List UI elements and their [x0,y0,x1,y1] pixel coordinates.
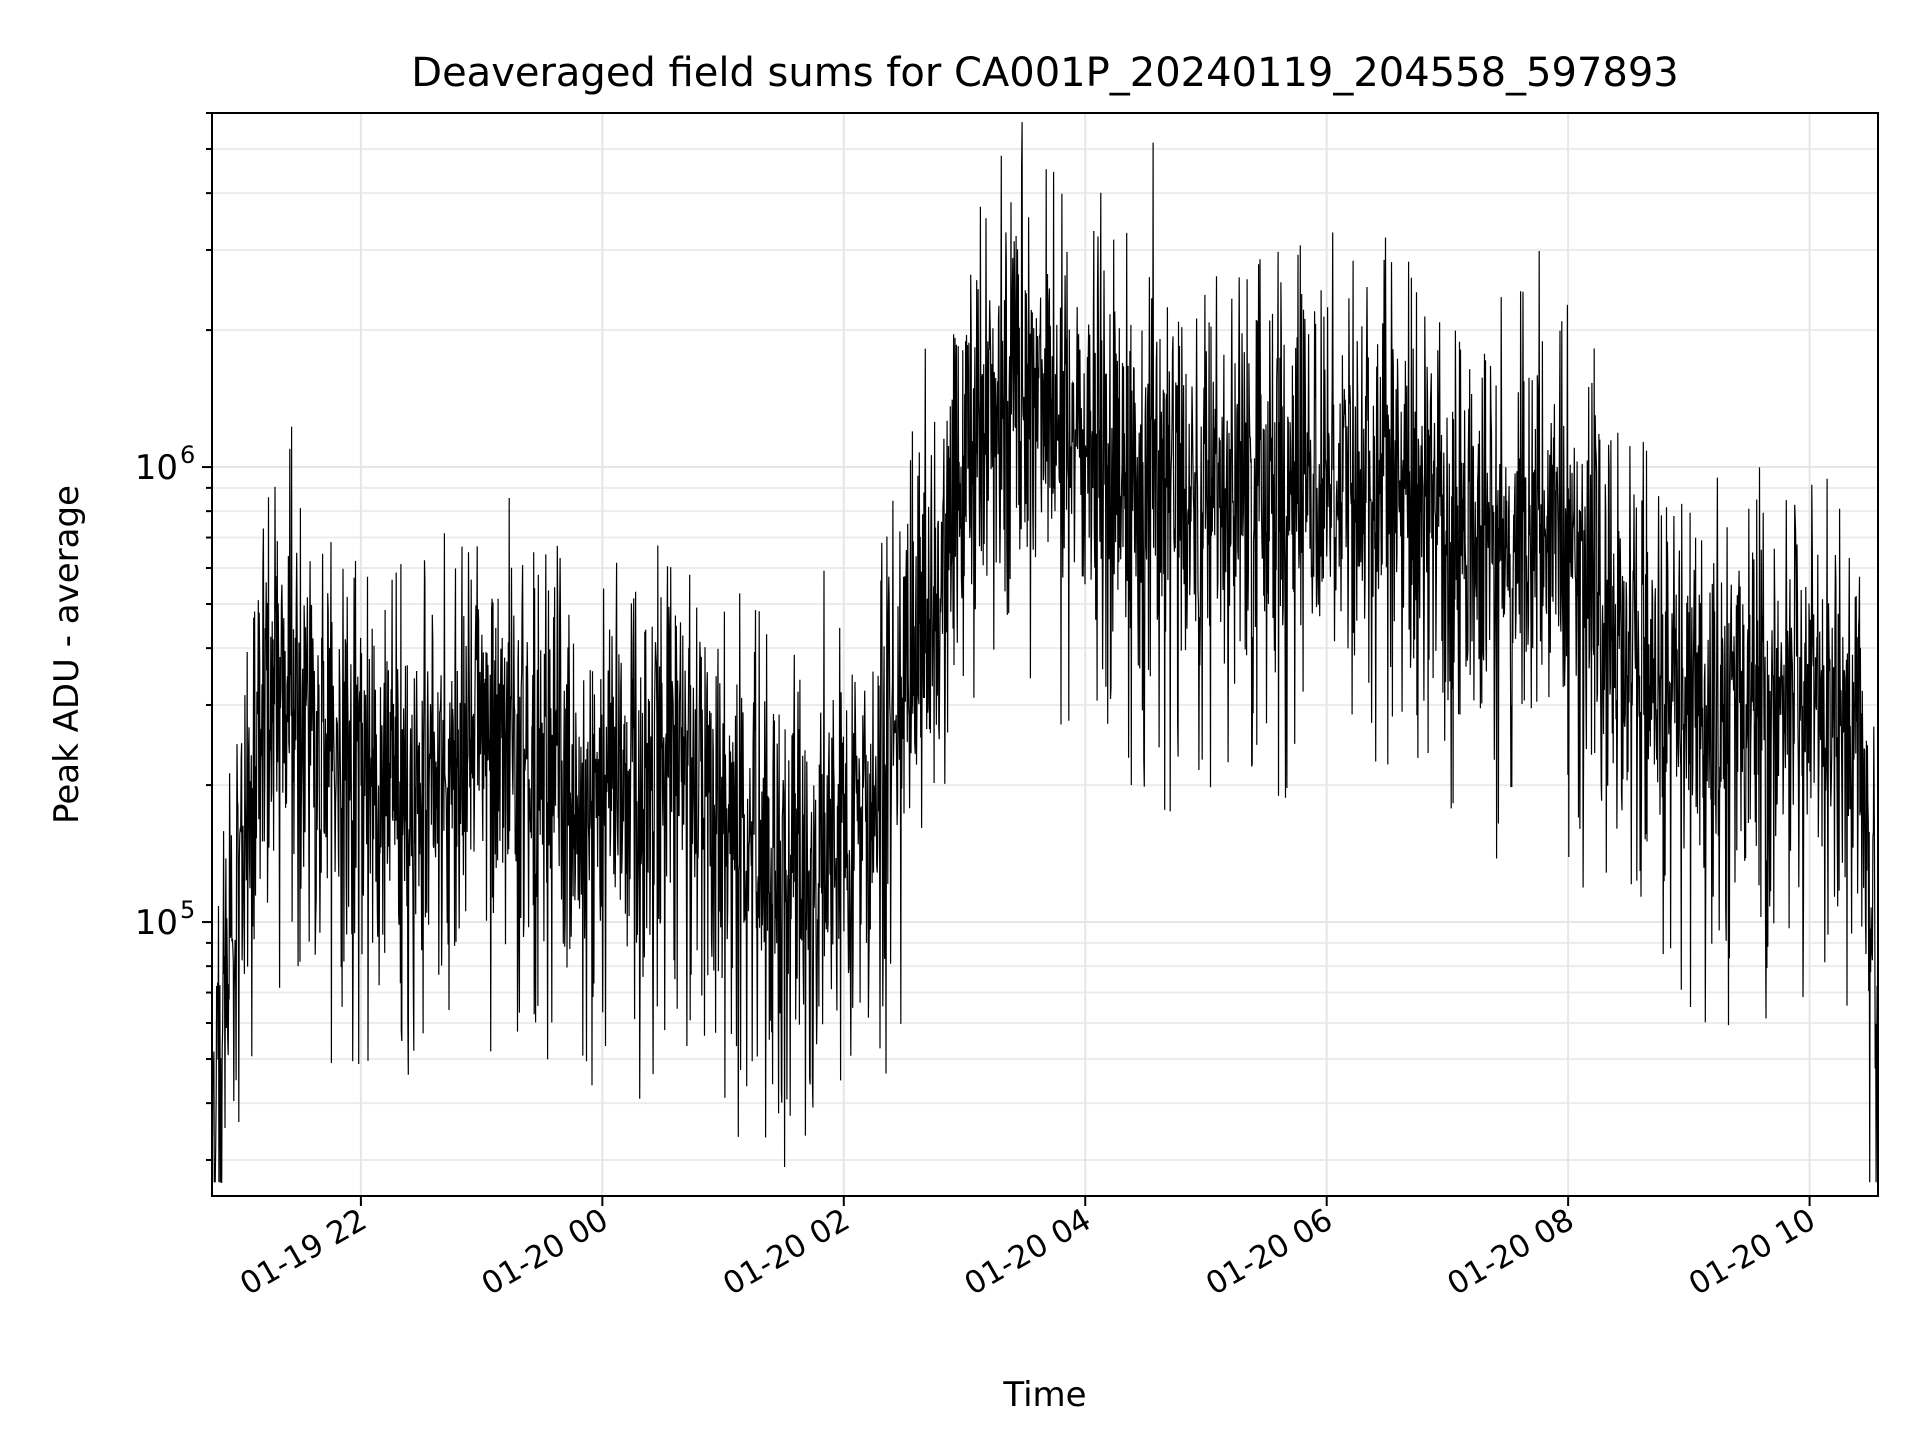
x-tick-label: 01-20 04 [959,1202,1098,1303]
x-tick-label: 01-20 00 [476,1202,615,1303]
y-tick-label: 10 [135,448,178,488]
x-axis-label: Time [1002,1375,1086,1415]
chart-title: Deaveraged field sums for CA001P_2024011… [411,50,1678,96]
data-series-line [211,122,1879,1183]
plot-area [211,122,1879,1183]
x-tick-label: 01-20 02 [717,1202,856,1303]
plot-frame [211,112,1879,1197]
x-tick-label: 01-20 06 [1200,1202,1339,1303]
y-tick-label: 10 [135,903,178,943]
y-axis-label: Peak ADU - average [47,485,87,824]
x-tick-label: 01-19 22 [234,1202,373,1303]
x-tick-label: 01-20 10 [1683,1202,1822,1303]
x-tick-label: 01-20 08 [1441,1202,1580,1303]
y-tick-label-exponent: 5 [180,896,195,924]
x-axis: 01-19 22 01-20 00 01-20 02 01-20 04 01-20 06… [234,1196,1822,1303]
y-tick-label-exponent: 6 [180,441,195,469]
